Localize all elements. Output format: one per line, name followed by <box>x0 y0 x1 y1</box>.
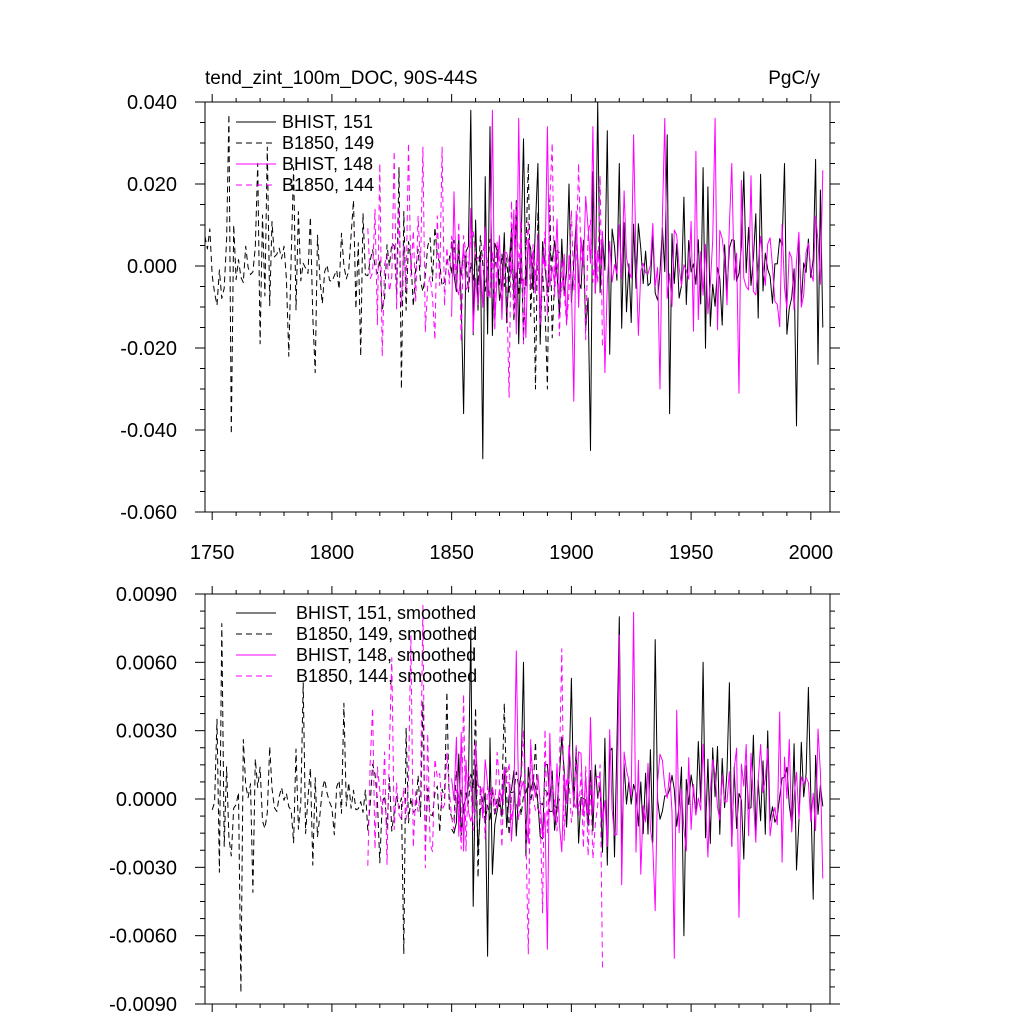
y-tick-label: 0.040 <box>127 92 177 114</box>
legend-label: BHIST, 148, smoothed <box>296 645 476 665</box>
legend-label: B1850, 144, smoothed <box>296 666 477 686</box>
chart-title: tend_zint_100m_DOC, 90S-44S <box>205 68 478 89</box>
y-tick-label: 0.020 <box>127 174 177 196</box>
x-tick-label: 1950 <box>669 542 714 564</box>
y-tick-label: -0.040 <box>120 420 177 442</box>
x-tick-label: 1750 <box>190 542 235 564</box>
units-label: PgC/y <box>768 68 820 89</box>
series-line-3 <box>367 604 603 970</box>
bottom-panel: 0.0090 0.0060 0.0030 0.0000 -0.0030 -0.0060 -0… <box>109 584 840 1016</box>
legend-label: BHIST, 151 <box>282 112 373 132</box>
legend-label: BHIST, 151, smoothed <box>296 603 476 623</box>
legend-label: B1850, 144 <box>282 175 374 195</box>
y-tick-label: 0.0090 <box>116 584 177 606</box>
y-tick-label: -0.0060 <box>109 926 177 948</box>
legend-label: B1850, 149 <box>282 133 374 153</box>
y-tick-label: 0.0060 <box>116 652 177 674</box>
y-tick-label: 0.0000 <box>116 789 177 811</box>
x-tick-label: 1800 <box>310 542 355 564</box>
y-tick-label: 0.0030 <box>116 721 177 743</box>
x-tick-label: 2000 <box>789 542 834 564</box>
y-tick-label: -0.0090 <box>109 994 177 1016</box>
x-tick-label: 1900 <box>549 542 594 564</box>
series-line-3 <box>367 142 603 398</box>
legend-label: B1850, 149, smoothed <box>296 624 477 644</box>
y-tick-label: -0.0030 <box>109 857 177 879</box>
y-tick-label: -0.060 <box>120 502 177 524</box>
y-tick-label: 0.000 <box>127 256 177 278</box>
y-tick-label: -0.020 <box>120 338 177 360</box>
legend-label: BHIST, 148 <box>282 154 373 174</box>
top-panel: 1750 1800 1850 1900 1950 2000 0.040 0.020 0.000 -… <box>120 92 840 564</box>
x-tick-label: 1850 <box>429 542 474 564</box>
series-line-2 <box>451 109 824 402</box>
